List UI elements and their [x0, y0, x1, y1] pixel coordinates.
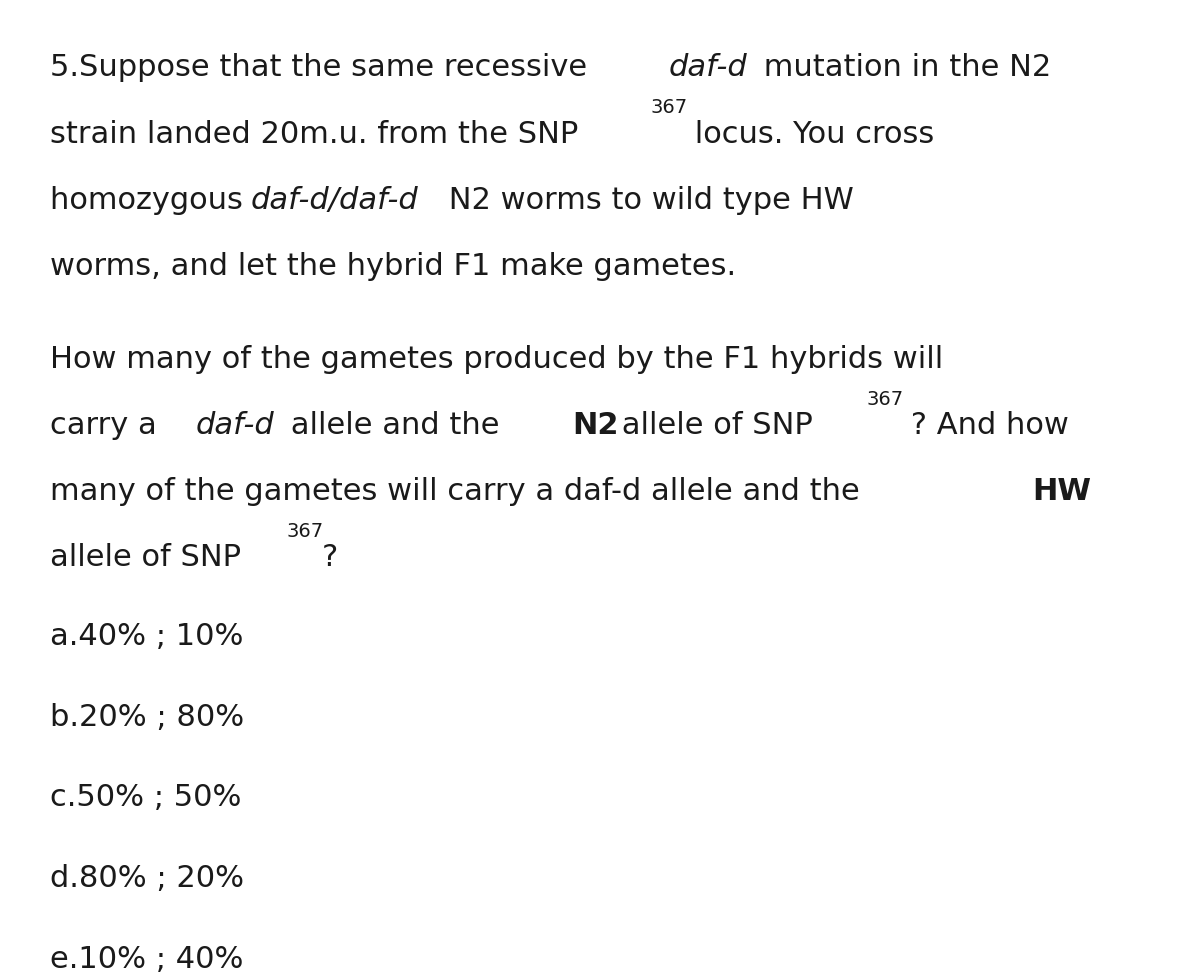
Text: b.20% ; 80%: b.20% ; 80% [50, 703, 245, 732]
Text: 367: 367 [650, 98, 688, 118]
Text: 367: 367 [287, 522, 324, 541]
Text: daf-d: daf-d [668, 53, 748, 83]
Text: mutation in the N2: mutation in the N2 [754, 53, 1051, 83]
Text: homozygous: homozygous [50, 186, 253, 215]
Text: e.10% ; 40%: e.10% ; 40% [50, 945, 244, 972]
Text: c.50% ; 50%: c.50% ; 50% [50, 783, 241, 813]
Text: N2 worms to wild type HW: N2 worms to wild type HW [439, 186, 853, 215]
Text: allele of SNP: allele of SNP [612, 411, 812, 440]
Text: daf-d: daf-d [196, 411, 275, 440]
Text: How many of the gametes produced by the F1 hybrids will: How many of the gametes produced by the … [50, 345, 943, 374]
Text: ?: ? [322, 543, 337, 573]
Text: ? And how: ? And how [901, 411, 1069, 440]
Text: many of the gametes will carry a daf-d allele and the: many of the gametes will carry a daf-d a… [50, 477, 870, 506]
Text: allele of SNP: allele of SNP [50, 543, 241, 573]
Text: allele and the: allele and the [282, 411, 510, 440]
Text: locus. You cross: locus. You cross [685, 120, 935, 149]
Text: 367: 367 [866, 390, 904, 409]
Text: HW: HW [1032, 477, 1091, 506]
Text: carry a: carry a [50, 411, 167, 440]
Text: daf-d/daf-d: daf-d/daf-d [251, 186, 418, 215]
Text: d.80% ; 20%: d.80% ; 20% [50, 864, 245, 893]
Text: a.40% ; 10%: a.40% ; 10% [50, 622, 244, 651]
Text: worms, and let the hybrid F1 make gametes.: worms, and let the hybrid F1 make gamete… [50, 252, 737, 281]
Text: strain landed 20m.u. from the SNP: strain landed 20m.u. from the SNP [50, 120, 578, 149]
Text: N2: N2 [572, 411, 619, 440]
Text: 5.Suppose that the same recessive: 5.Suppose that the same recessive [50, 53, 598, 83]
